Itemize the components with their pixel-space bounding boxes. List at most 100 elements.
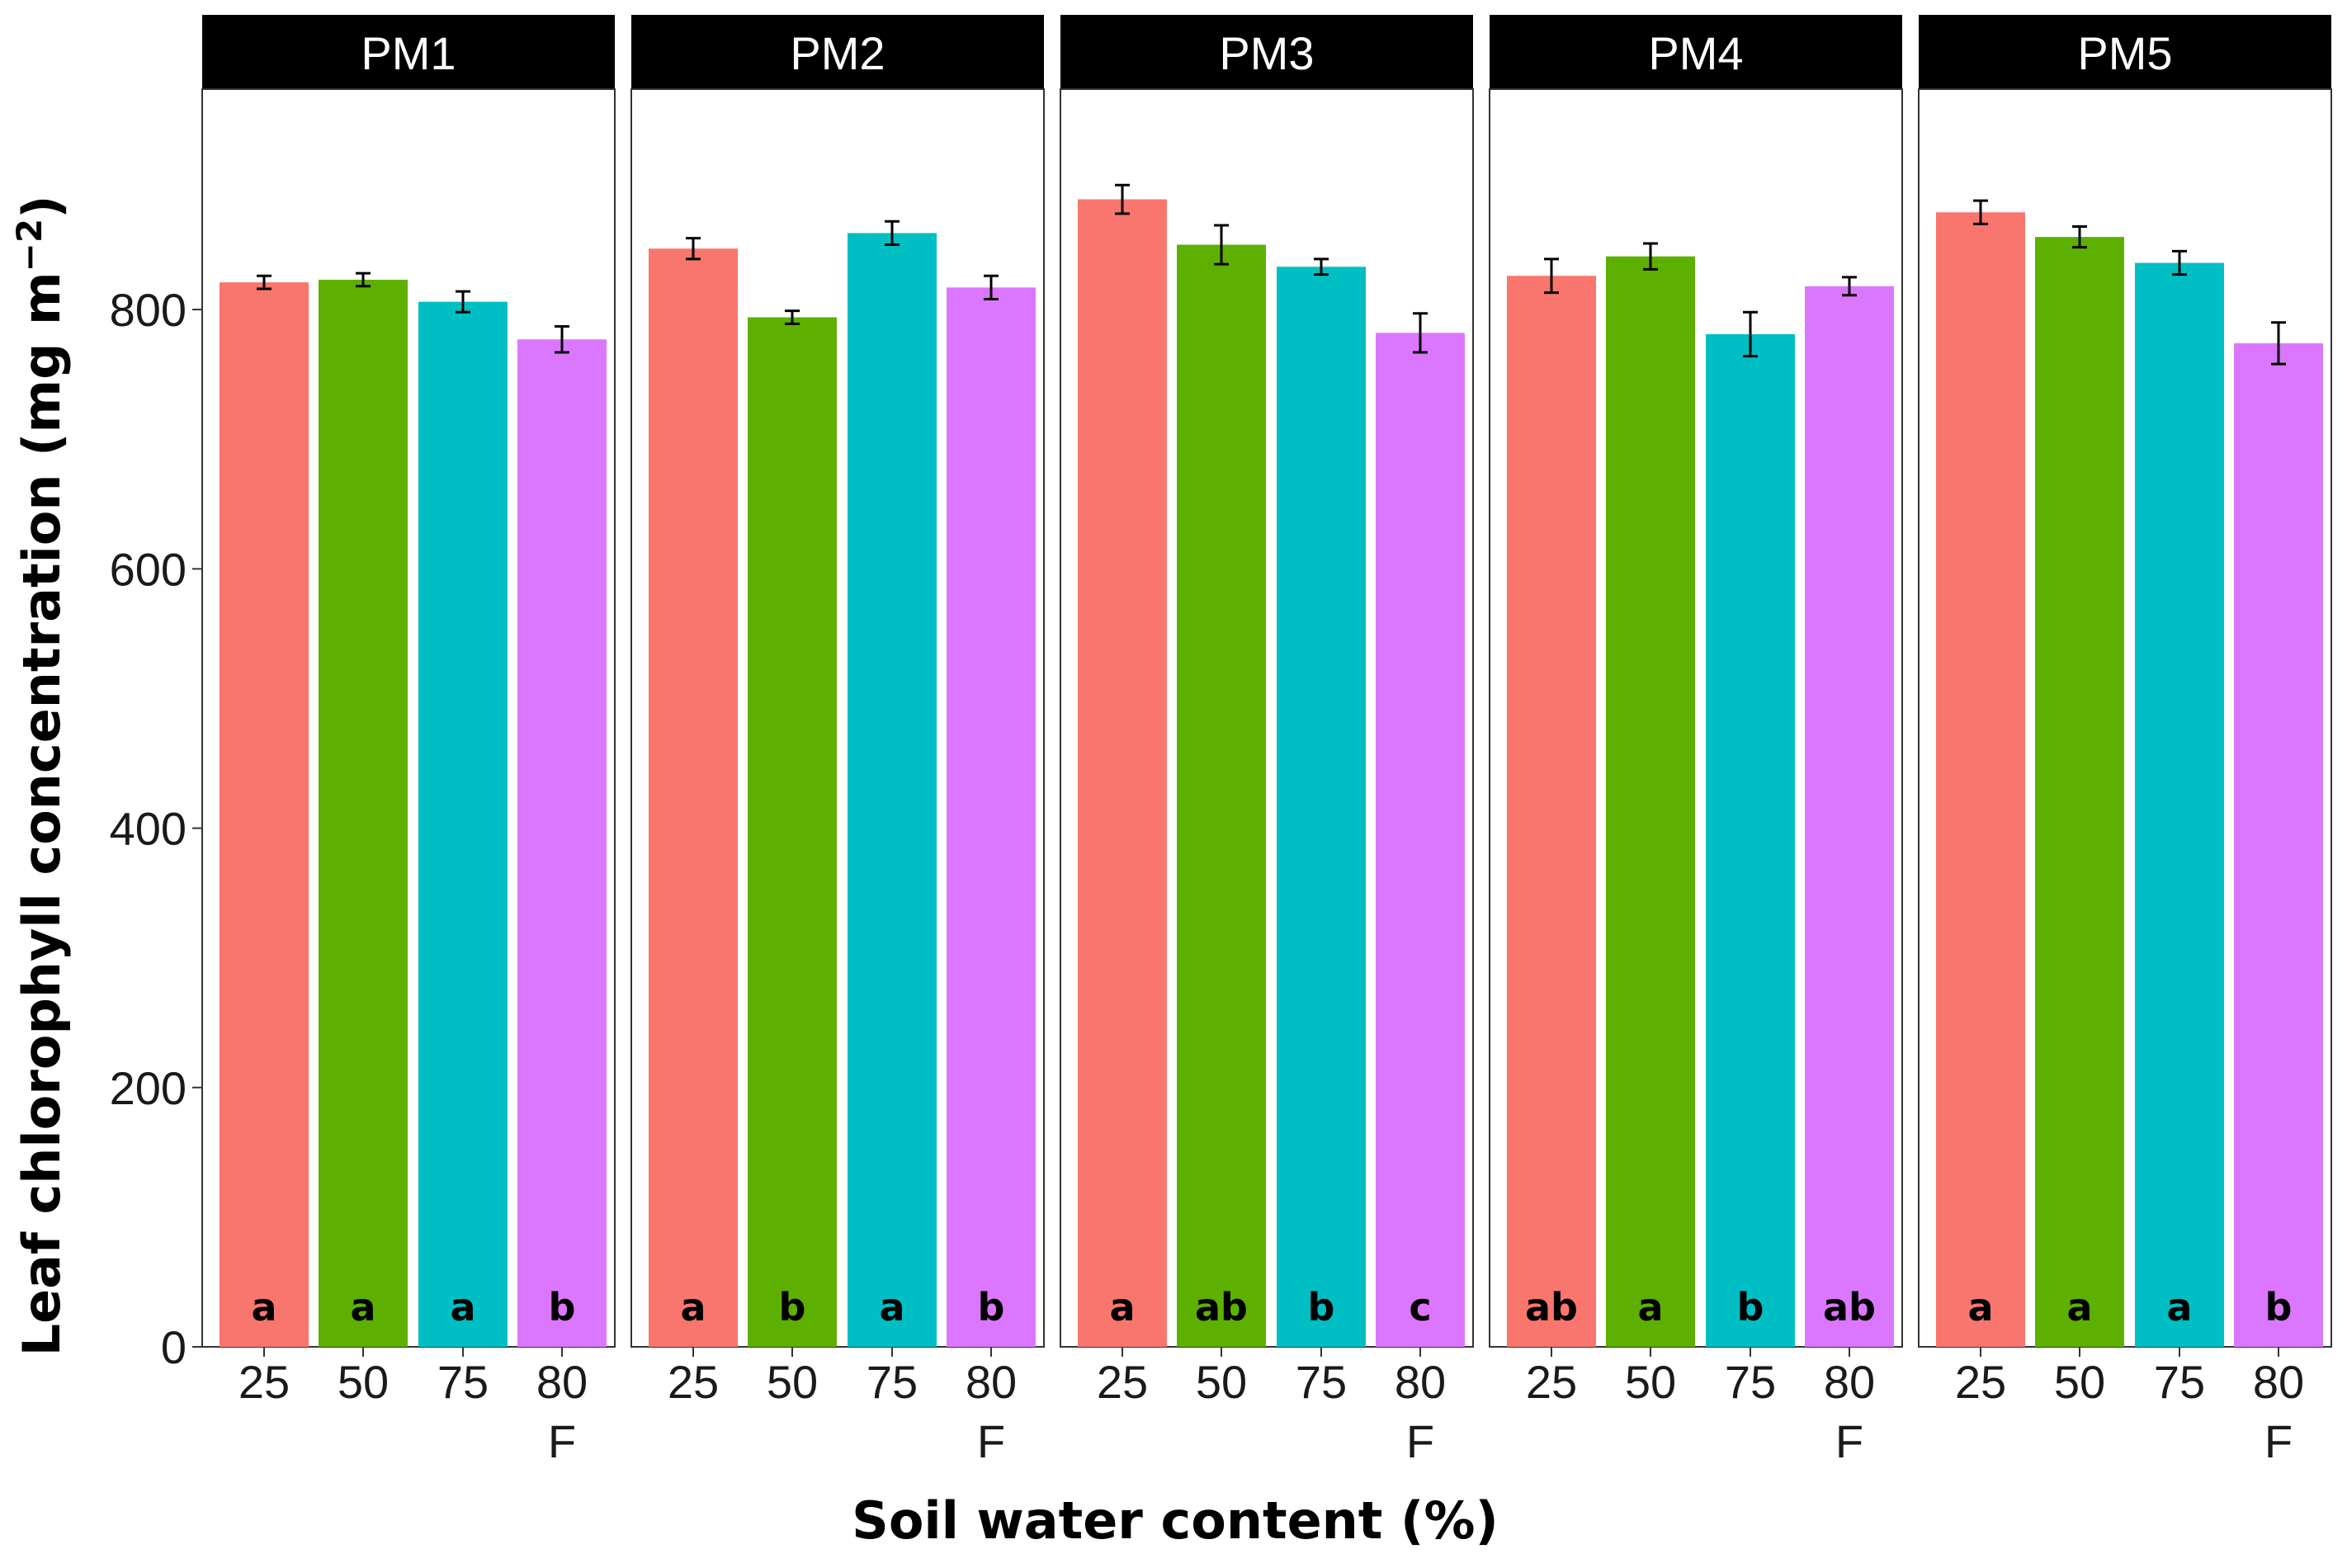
bar [848, 233, 937, 1347]
significance-letter: a [1109, 1285, 1135, 1329]
panel-pm4: PM4 ab 25 a 50 b 75 ab 80 F [1489, 15, 1903, 1467]
error-bar [356, 272, 371, 288]
error-bar [1115, 183, 1130, 215]
error-bar [984, 274, 999, 301]
facet-strip [1060, 15, 1473, 89]
bar [319, 279, 408, 1348]
bar [1078, 199, 1167, 1347]
x-tick-label: 25 [1526, 1356, 1577, 1408]
significance-letter: b [978, 1285, 1005, 1329]
bar [947, 287, 1036, 1347]
y-tick-label: 400 [110, 803, 187, 855]
y-tick-label: 800 [110, 284, 187, 336]
error-bar [2271, 321, 2286, 366]
error-bar [1973, 199, 1988, 225]
x-tick-label: 80 [1824, 1356, 1875, 1408]
bar [1177, 244, 1266, 1347]
panel-border [1489, 88, 1903, 1348]
bar [418, 301, 508, 1347]
significance-letter: ab [1525, 1285, 1578, 1329]
x-axis-title: Soil water content (%) [852, 1490, 1499, 1551]
x-tick-label: 25 [1097, 1356, 1148, 1408]
error-bar [1314, 257, 1329, 276]
bar [220, 282, 309, 1347]
significance-letter: ab [1195, 1285, 1248, 1329]
error-bar [1214, 224, 1229, 266]
y-axis-title: Leaf chlorophyll concentration (mg m−2) [9, 196, 72, 1357]
significance-letter: b [2265, 1285, 2293, 1329]
significance-letter: ab [1823, 1285, 1876, 1329]
bar [1507, 276, 1596, 1347]
significance-letter: b [1308, 1285, 1335, 1329]
y-axis: 0 200 400 600 800 [110, 284, 202, 1373]
panels-group: PM1a25a50a75b80FPM2a25b50a75b80FPM3a25ab… [201, 15, 2332, 1467]
bar [1805, 286, 1894, 1347]
bar [748, 317, 837, 1348]
error-bar [1743, 310, 1758, 358]
error-bar [1643, 242, 1658, 271]
error-bar [257, 274, 272, 290]
y-tick-label: 600 [110, 543, 187, 595]
panel-border [201, 88, 616, 1348]
panel-border [1060, 88, 1474, 1348]
bar [1277, 267, 1366, 1347]
significance-letter: a [450, 1285, 475, 1329]
panel-border [1918, 88, 2332, 1348]
bar [2035, 237, 2124, 1348]
error-bar [686, 237, 701, 261]
facet-title: PM4 [1648, 27, 1743, 79]
bar [1706, 333, 1795, 1347]
x-tick-label: 75 [1296, 1356, 1347, 1408]
significance-letter: a [2066, 1285, 2092, 1329]
bar [1936, 212, 2025, 1348]
x-tick-label: F [1835, 1415, 1863, 1467]
error-bar [456, 290, 470, 314]
x-tick-label: F [1406, 1415, 1434, 1467]
x-tick-label: 50 [1625, 1356, 1676, 1408]
facet-title: PM5 [2077, 27, 2172, 79]
panel-border [630, 88, 1045, 1348]
x-tick-label: 75 [1725, 1356, 1776, 1408]
x-tick-label: 75 [867, 1356, 918, 1408]
significance-letter: b [779, 1285, 806, 1329]
x-tick-label: F [2264, 1415, 2293, 1467]
y-axis-title-end: ) [12, 196, 72, 219]
bar [2234, 342, 2323, 1347]
error-bar [555, 325, 569, 354]
x-tick-label: 50 [2054, 1356, 2105, 1408]
x-tick-label: F [548, 1415, 576, 1467]
x-tick-label: 50 [338, 1356, 389, 1408]
facet-strip [202, 15, 615, 89]
panel-pm3: PM3 a 25 ab 50 b 75 c 80 F [1060, 15, 1474, 1467]
bar [2135, 262, 2224, 1347]
significance-letter: a [680, 1285, 706, 1329]
facet-title: PM1 [361, 27, 456, 79]
x-tick-label: 25 [668, 1356, 719, 1408]
x-tick-label: 75 [437, 1356, 489, 1408]
significance-letter: a [1637, 1285, 1663, 1329]
significance-letter: a [1967, 1285, 1993, 1329]
error-bar [2072, 225, 2087, 249]
facet-strip [631, 15, 1044, 89]
y-axis-title-superscript: −2 [9, 219, 50, 272]
significance-letter: a [2166, 1285, 2192, 1329]
significance-letter: a [251, 1285, 276, 1329]
facet-strip [1919, 15, 2331, 89]
significance-letter: b [1737, 1285, 1764, 1329]
bar [1606, 256, 1695, 1348]
panel-pm1: PM1 a 25 a 50 a 75 b 80 F [201, 15, 616, 1467]
x-tick-label: 80 [536, 1356, 588, 1408]
x-tick-label: 80 [1395, 1356, 1446, 1408]
x-tick-label: 50 [1196, 1356, 1247, 1408]
panel-pm2: PM2 a 25 b 50 a 75 b 80 F [630, 15, 1045, 1467]
significance-letter: a [879, 1285, 904, 1329]
x-tick-label: 75 [2154, 1356, 2205, 1408]
significance-letter: a [350, 1285, 375, 1329]
x-tick-label: 25 [238, 1356, 290, 1408]
x-tick-label: 25 [1955, 1356, 2006, 1408]
error-bar [785, 309, 800, 325]
x-tick-label: 80 [2253, 1356, 2304, 1408]
panel-pm5: PM5 a 25 a 50 a 75 b 80 F [1918, 15, 2332, 1467]
error-bar [2172, 249, 2187, 276]
facet-title: PM3 [1219, 27, 1314, 79]
